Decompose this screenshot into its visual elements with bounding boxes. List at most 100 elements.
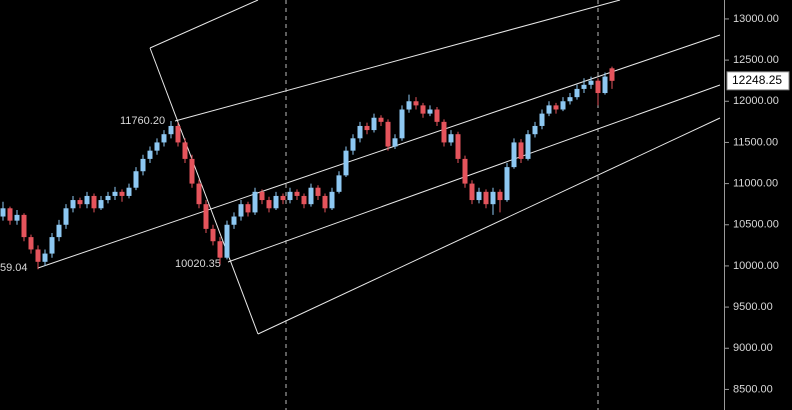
candle-body [511,142,517,168]
candle-body [315,187,321,196]
candle-body [322,195,328,209]
candle-body [406,101,412,110]
candle-body [140,158,146,172]
candle-body [469,183,475,201]
candle-body [546,105,552,114]
candle-body [504,167,510,201]
candle-body [413,101,419,106]
candle-body [266,200,272,209]
candle-body [147,150,153,159]
candle-body [581,84,587,89]
candle-body [441,121,447,143]
y-tick-label: 8500.00 [733,383,773,395]
candle-body [525,134,531,159]
candle-body [567,97,573,102]
candle-body [77,200,83,205]
candle-body [434,109,440,122]
candle-body [42,253,48,262]
candle-body [224,224,230,258]
candle-body [609,68,615,81]
candle-body [595,80,601,94]
candle-body [105,195,111,201]
candle-body [217,241,223,258]
candle-body [392,138,398,147]
candle-body [245,204,251,213]
channel-line [227,84,721,263]
candle-body [175,125,181,143]
candle-body [364,125,370,131]
y-tick-label: 9500.00 [733,301,773,313]
candle-body [231,216,237,225]
candle-body [21,214,27,238]
candle-body [238,204,244,217]
candle-body [483,191,489,205]
annotation: 11760.20 [120,115,165,127]
candle-body [371,117,377,131]
candle-body [203,204,209,229]
candle-body [329,191,335,209]
channel-line [257,117,721,335]
candle-body [427,109,433,114]
candle-body [119,191,125,196]
y-tick-label: 13000.00 [733,13,779,25]
annotation: 10020.35 [175,258,221,270]
y-tick-label: 11000.00 [733,178,778,190]
y-tick-label: 10500.00 [733,219,779,231]
y-tick-label: 12000.00 [733,95,779,107]
candle-body [28,237,34,250]
candle-body [385,121,391,147]
candle-body [14,214,20,221]
annotation: 59.04 [0,262,28,274]
channel-line [149,47,259,335]
candle-body [91,195,97,209]
candle-body [182,142,188,159]
channel-line [37,34,721,269]
candle-body [308,187,314,205]
candle-body [420,105,426,114]
candle-body [161,134,167,143]
candle-body [189,158,195,184]
candle-body [490,191,496,205]
candle-body [399,109,405,139]
y-tick-label: 12500.00 [733,54,779,66]
candle-body [343,150,349,176]
candle-body [0,208,6,217]
candle-body [168,125,174,135]
candle-body [70,200,76,209]
candle-body [497,191,503,201]
candle-body [154,142,160,151]
candle-body [49,237,55,254]
candle-body [273,195,279,209]
candle-body [301,195,307,205]
candle-body [378,117,384,122]
candle-body [126,187,132,196]
y-tick-label: 11500.00 [733,136,778,148]
candle-body [553,105,559,110]
last-price-label: 12248.25 [732,73,782,87]
candle-body [280,195,286,201]
candle-body [588,80,594,85]
candle-body [336,175,342,192]
candle-body [602,76,608,94]
candle-body [518,142,524,159]
candle-body [259,191,265,201]
candle-body [357,125,363,139]
candle-body [63,208,69,225]
candle-body [287,191,293,201]
channel-lines [37,0,721,335]
candle-body [539,113,545,126]
candle-body [462,158,468,184]
candle-body [56,224,62,238]
candle-body [196,183,202,205]
candle-body [84,195,90,205]
candle-body [252,191,258,213]
candle-body [210,228,216,242]
candle-body [98,200,104,209]
candle-body [294,191,300,196]
candle-body [350,138,356,151]
candle-body [7,208,13,221]
channel-line [174,0,621,122]
candle-body [35,249,41,262]
